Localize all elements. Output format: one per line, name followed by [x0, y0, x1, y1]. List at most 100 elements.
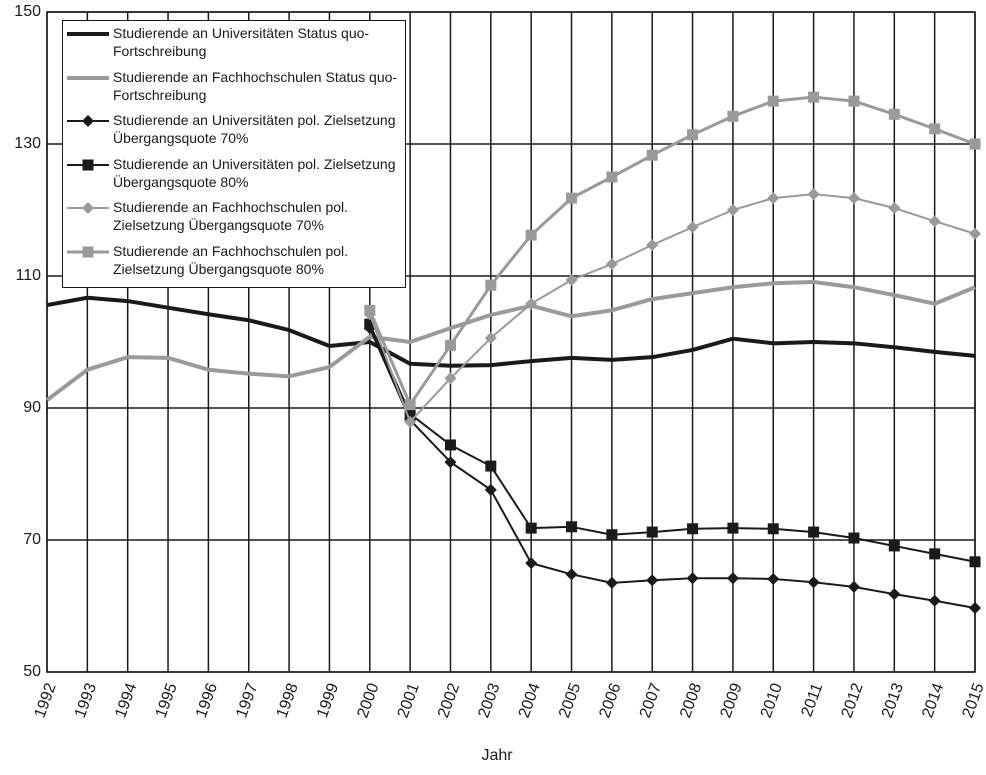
- x-tick-label: 1998: [274, 681, 302, 720]
- marker-diamond: [444, 372, 457, 385]
- marker-square: [485, 460, 497, 472]
- marker-square: [808, 526, 820, 538]
- marker-diamond: [807, 188, 820, 201]
- series-line: [368, 95, 976, 407]
- y-tick-label: 70: [23, 531, 41, 548]
- x-tick-label: 2007: [637, 681, 665, 720]
- marker-diamond: [686, 221, 699, 234]
- series-line: [368, 193, 976, 423]
- series-line: [368, 327, 976, 609]
- marker-diamond: [646, 574, 659, 587]
- legend-entry: Studierende an Fachhochschulen Status qu…: [63, 68, 405, 112]
- marker-diamond: [726, 204, 739, 216]
- marker-square: [646, 149, 658, 161]
- marker-square: [929, 548, 941, 560]
- legend-swatch: [67, 32, 109, 36]
- x-tick-label: 2009: [717, 681, 745, 720]
- x-tick-label: 2015: [960, 681, 986, 720]
- marker-square: [404, 399, 416, 411]
- legend-entry: Studierende an Fachhochschulen pol. Ziel…: [63, 242, 405, 286]
- marker-square: [929, 123, 941, 135]
- marker-square: [969, 556, 981, 568]
- series-line: [368, 323, 976, 563]
- y-tick-label: 90: [23, 399, 41, 416]
- marker-diamond: [444, 456, 457, 469]
- marker-square: [444, 339, 456, 351]
- legend-swatch: [67, 115, 109, 127]
- x-tick-label: 1996: [193, 681, 221, 720]
- marker-square: [687, 523, 699, 535]
- marker-square: [364, 304, 376, 316]
- marker-square: [767, 523, 779, 535]
- x-tick-label: 2010: [758, 681, 786, 720]
- marker-diamond: [484, 483, 497, 496]
- marker-square: [566, 192, 578, 204]
- marker-diamond: [646, 238, 659, 251]
- x-tick-label: 2003: [475, 681, 503, 720]
- legend-label: Studierende an Fachhochschulen Status qu…: [113, 68, 398, 103]
- legend-label: Studierende an Fachhochschulen pol. Ziel…: [113, 242, 349, 277]
- x-tick-label: 1994: [112, 681, 140, 720]
- y-tick-label: 150: [14, 3, 41, 20]
- marker-diamond: [82, 115, 94, 127]
- x-axis-title: Jahr: [481, 747, 513, 764]
- marker-diamond: [404, 415, 417, 428]
- marker-square: [888, 108, 900, 120]
- y-tick-label: 110: [15, 267, 41, 284]
- legend-entry: Studierende an Universitäten pol. Zielse…: [63, 111, 405, 155]
- marker-diamond: [767, 192, 780, 205]
- marker-diamond: [605, 258, 618, 271]
- legend-swatch: [67, 246, 109, 257]
- marker-square: [848, 95, 860, 107]
- marker-square: [727, 522, 739, 534]
- marker-diamond: [928, 594, 941, 607]
- marker-diamond: [847, 580, 860, 593]
- legend-label: Studierende an Universitäten pol. Zielse…: [113, 155, 396, 190]
- x-tick-label: 2014: [919, 681, 947, 720]
- legend-swatch: [67, 75, 109, 80]
- marker-square: [767, 95, 779, 107]
- marker-square: [727, 110, 739, 122]
- legend-swatch: [67, 159, 109, 170]
- marker-diamond: [525, 297, 538, 310]
- x-tick-label: 2006: [596, 681, 624, 720]
- marker-square: [969, 138, 981, 150]
- legend-swatch: [67, 202, 109, 214]
- marker-square: [646, 526, 658, 538]
- marker-square: [444, 439, 456, 451]
- marker-diamond: [928, 215, 941, 228]
- marker-square: [606, 171, 618, 183]
- marker-diamond: [807, 576, 820, 589]
- series-line: [46, 295, 976, 368]
- marker-square: [404, 408, 416, 420]
- marker-square: [82, 246, 94, 257]
- marker-diamond: [82, 202, 94, 214]
- x-tick-label: 1997: [233, 681, 261, 720]
- marker-square: [687, 129, 699, 141]
- marker-square: [566, 521, 578, 533]
- marker-diamond: [888, 588, 901, 601]
- marker-diamond: [847, 192, 860, 205]
- marker-square: [525, 522, 537, 534]
- marker-square: [82, 159, 94, 170]
- marker-square: [808, 91, 820, 103]
- legend-entry: Studierende an Universitäten Status quo-…: [63, 24, 405, 68]
- marker-diamond: [565, 273, 578, 286]
- marker-square: [606, 529, 618, 541]
- legend-label: Studierende an Universitäten pol. Zielse…: [113, 112, 396, 146]
- marker-diamond: [686, 572, 699, 585]
- legend-entry: Studierende an Universitäten pol. Zielse…: [63, 155, 405, 199]
- x-tick-label: 2005: [556, 681, 584, 720]
- x-tick-label: 2000: [354, 681, 382, 720]
- marker-diamond: [525, 557, 538, 570]
- plot-frame: [46, 11, 976, 673]
- marker-diamond: [565, 568, 578, 581]
- marker-diamond: [605, 576, 618, 589]
- marker-diamond: [969, 227, 981, 240]
- x-tick-label: 2002: [435, 681, 463, 720]
- marker-square: [525, 229, 537, 241]
- marker-diamond: [888, 202, 901, 215]
- marker-square: [888, 540, 900, 552]
- x-tick-label: 1992: [32, 681, 60, 720]
